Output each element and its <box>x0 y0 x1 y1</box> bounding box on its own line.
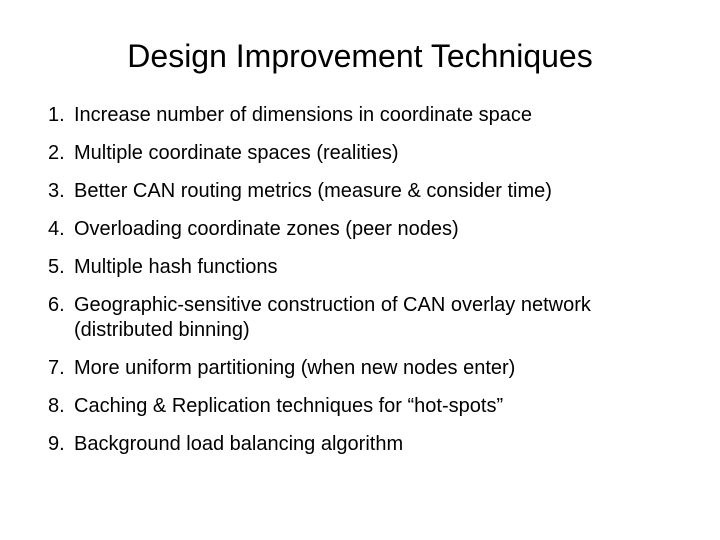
item-text: More uniform partitioning (when new node… <box>74 356 680 381</box>
list-item: 9. Background load balancing algorithm <box>48 432 680 457</box>
item-number: 5. <box>48 255 74 280</box>
list-item: 5. Multiple hash functions <box>48 255 680 280</box>
list-item: 1. Increase number of dimensions in coor… <box>48 103 680 128</box>
item-number: 9. <box>48 432 74 457</box>
item-text: Background load balancing algorithm <box>74 432 680 457</box>
item-text: Overloading coordinate zones (peer nodes… <box>74 217 680 242</box>
item-number: 7. <box>48 356 74 381</box>
item-number: 8. <box>48 394 74 419</box>
item-text: Geographic-sensitive construction of CAN… <box>74 293 680 343</box>
item-text: Better CAN routing metrics (measure & co… <box>74 179 680 204</box>
item-number: 3. <box>48 179 74 204</box>
item-text: Increase number of dimensions in coordin… <box>74 103 680 128</box>
item-text: Multiple hash functions <box>74 255 680 280</box>
list-item: 2. Multiple coordinate spaces (realities… <box>48 141 680 166</box>
item-text: Multiple coordinate spaces (realities) <box>74 141 680 166</box>
list-item: 3. Better CAN routing metrics (measure &… <box>48 179 680 204</box>
list-item: 6. Geographic-sensitive construction of … <box>48 293 680 343</box>
list-item: 8. Caching & Replication techniques for … <box>48 394 680 419</box>
list-item: 7. More uniform partitioning (when new n… <box>48 356 680 381</box>
item-text: Caching & Replication techniques for “ho… <box>74 394 680 419</box>
item-number: 2. <box>48 141 74 166</box>
techniques-list: 1. Increase number of dimensions in coor… <box>40 103 680 457</box>
item-number: 1. <box>48 103 74 128</box>
list-item: 4. Overloading coordinate zones (peer no… <box>48 217 680 242</box>
slide-title: Design Improvement Techniques <box>40 38 680 75</box>
item-number: 4. <box>48 217 74 242</box>
item-number: 6. <box>48 293 74 343</box>
